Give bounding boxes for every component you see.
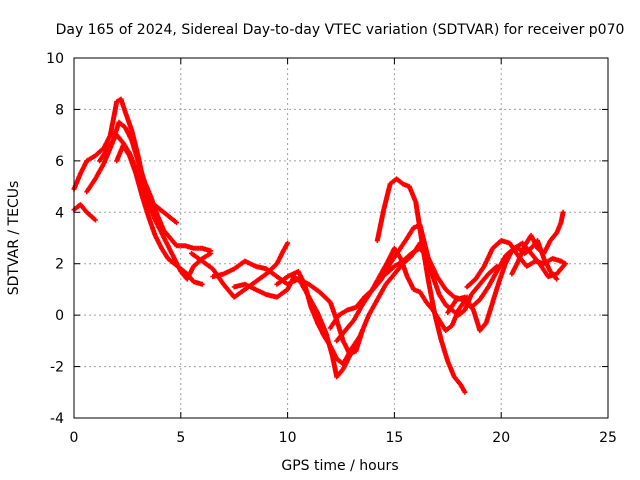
y-tick-label: 2	[55, 257, 64, 273]
data-points	[114, 142, 205, 287]
series-arc-e	[114, 142, 205, 287]
data-points	[84, 119, 214, 254]
plot-frame	[73, 57, 609, 419]
y-tick-label: 4	[55, 205, 64, 221]
y-tick-label: -2	[50, 360, 64, 376]
y-tick-label: 0	[55, 308, 64, 324]
series-arc-o	[464, 238, 568, 290]
x-tick-label: 0	[70, 430, 79, 446]
data-layer	[71, 96, 568, 395]
data-points	[464, 238, 568, 290]
series-arc-p	[509, 209, 566, 277]
data-points	[374, 176, 468, 395]
chart-title: Day 165 of 2024, Sidereal Day-to-day VTE…	[56, 22, 625, 38]
x-tick-label: 20	[492, 430, 510, 446]
x-tick-label: 25	[599, 430, 617, 446]
y-tick-label: 10	[46, 51, 64, 67]
y-axis-label: SDTVAR / TECUs	[6, 181, 22, 296]
series-arc-b	[84, 119, 214, 254]
grid-layer	[74, 58, 608, 418]
y-tick-label: 8	[55, 102, 64, 118]
y-tick-label: 6	[55, 154, 64, 170]
series-arc-l	[374, 176, 468, 395]
x-tick-label: 15	[385, 430, 403, 446]
data-points	[509, 209, 566, 277]
x-axis-label: GPS time / hours	[281, 458, 398, 474]
tick-layer: 0 5 10 15 20 25 -4 -2 0 2 4 6 8 10	[46, 51, 617, 446]
x-tick-label: 5	[176, 430, 185, 446]
y-tick-label: -4	[50, 411, 64, 427]
x-tick-label: 10	[279, 430, 297, 446]
